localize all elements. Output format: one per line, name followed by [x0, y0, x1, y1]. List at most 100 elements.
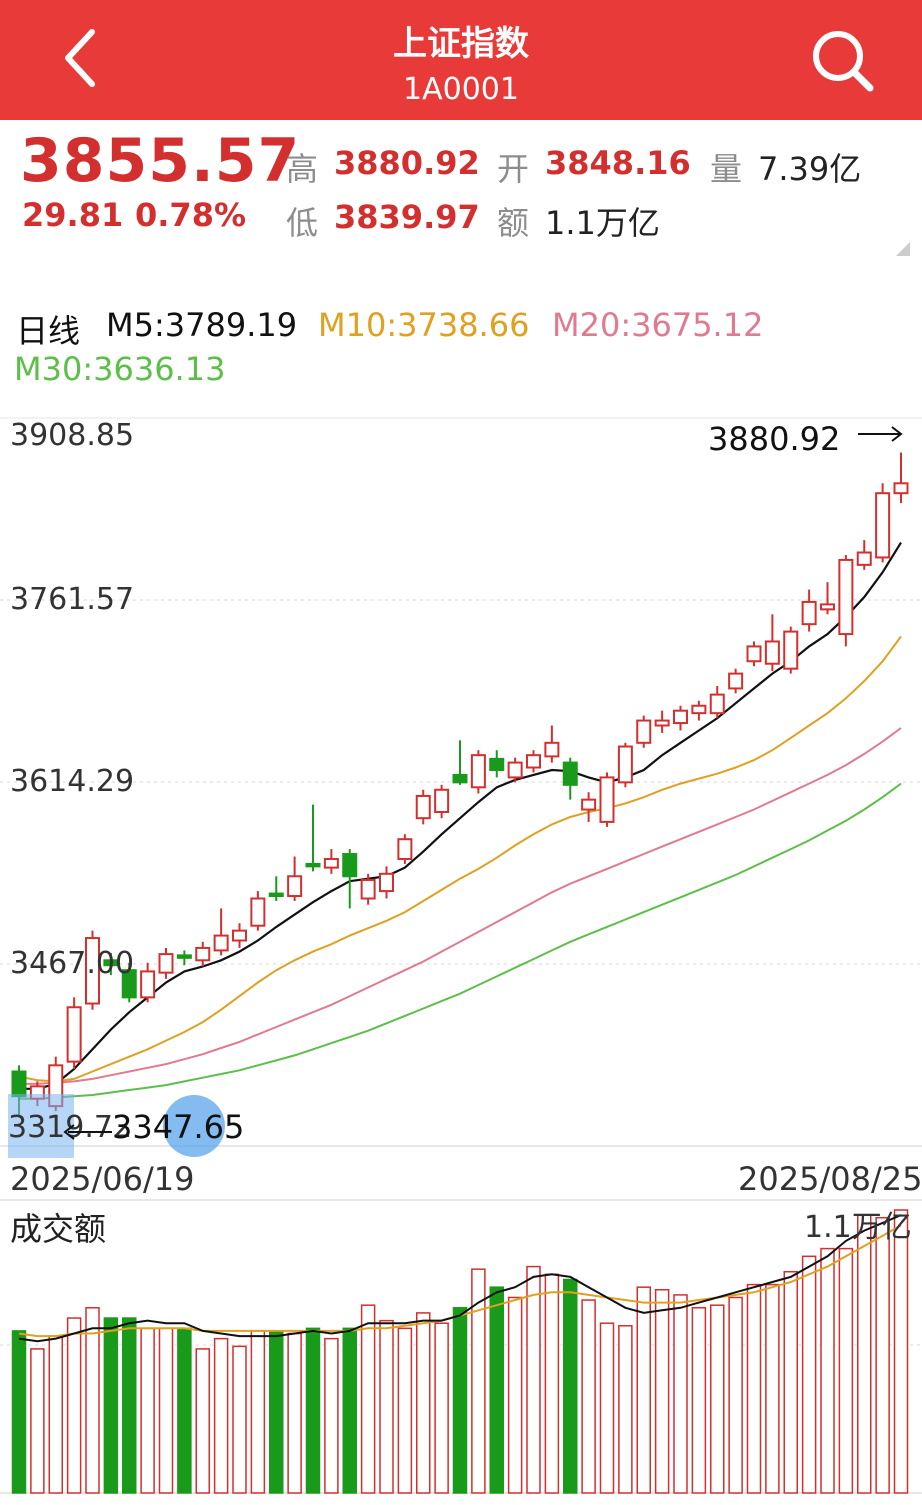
price-change: 29.81	[22, 196, 124, 234]
low-value: 3839.97	[334, 198, 480, 236]
search-icon	[813, 31, 874, 92]
candle-body	[562, 761, 578, 786]
candle-body	[103, 959, 119, 967]
candle-body	[875, 492, 891, 559]
last-price: 3855.57	[20, 126, 301, 196]
volume-bar	[360, 1304, 376, 1494]
ma-line-m10	[18, 635, 902, 1083]
candle-body	[140, 970, 156, 999]
open-value: 3848.16	[545, 144, 691, 182]
volume-bar	[875, 1216, 890, 1494]
candle-body	[85, 937, 100, 1005]
candle-body	[709, 693, 725, 715]
candle-body	[323, 857, 339, 869]
arrow-left-icon	[63, 1124, 112, 1140]
candle-body	[489, 757, 505, 771]
app-header: 上证指数 1A0001	[0, 0, 922, 120]
volume-bar	[838, 1247, 854, 1494]
high-annotation: 3880.92	[708, 420, 841, 458]
high-value: 3880.92	[334, 144, 480, 182]
candle-body	[397, 838, 413, 860]
search-button[interactable]	[800, 18, 884, 102]
amount-label: 额	[497, 204, 530, 242]
low-label: 低	[286, 204, 319, 242]
candle-body	[342, 853, 358, 878]
high-label: 高	[286, 150, 319, 188]
volume-bar	[397, 1327, 413, 1494]
period-label[interactable]: 日线	[16, 312, 81, 350]
arrow-right-icon	[858, 426, 903, 442]
candle-body	[526, 754, 541, 769]
back-button[interactable]	[52, 18, 116, 102]
amount-value: 1.1万亿	[545, 204, 660, 242]
candle-body	[121, 969, 137, 999]
candle-body	[838, 558, 854, 636]
open-label: 开	[497, 150, 530, 188]
ma20-legend: M20:3675.12	[552, 306, 764, 344]
volume-bar	[416, 1312, 431, 1494]
volume-bar	[232, 1345, 247, 1494]
candle-body	[820, 603, 835, 611]
candle-body	[305, 862, 321, 868]
volume-bar	[434, 1322, 449, 1494]
volume-value: 7.39亿	[758, 150, 862, 188]
volume-bar	[379, 1319, 394, 1494]
candle-body	[544, 741, 560, 758]
volume-label: 量	[710, 150, 743, 188]
y-tick-label: 3761.57	[10, 582, 135, 617]
ma10-legend: M10:3738.66	[318, 306, 530, 344]
volume-bar	[783, 1270, 798, 1494]
volume-bar	[599, 1322, 615, 1494]
volume-bar	[452, 1307, 468, 1494]
volume-max-label: 1.1万亿	[804, 1210, 912, 1245]
candle-body	[691, 704, 707, 715]
candle-body	[746, 645, 762, 663]
chevron-left-icon	[65, 29, 95, 87]
volume-bar	[122, 1317, 137, 1494]
candle-body	[250, 897, 266, 927]
candle-body	[673, 709, 688, 725]
candle-body	[195, 946, 211, 962]
volume-bar	[544, 1273, 560, 1494]
candle-body	[617, 745, 633, 784]
volume-ma-line	[18, 1214, 902, 1343]
touch-indicator[interactable]	[163, 1095, 225, 1157]
volume-panel-title: 成交额	[10, 1210, 107, 1248]
overlay-square	[8, 1094, 74, 1158]
page-title: 上证指数	[393, 24, 529, 64]
candle-body	[434, 788, 450, 814]
volume-bar	[177, 1327, 192, 1494]
candle-body	[801, 600, 817, 626]
volume-bar	[250, 1330, 266, 1494]
volume-bar	[140, 1327, 155, 1494]
volume-bar	[710, 1304, 725, 1494]
stock-code: 1A0001	[403, 72, 519, 107]
volume-bar	[66, 1317, 82, 1494]
volume-bar	[728, 1296, 743, 1494]
volume-bar	[618, 1325, 633, 1494]
volume-bar	[269, 1330, 284, 1494]
volume-bar	[801, 1255, 817, 1494]
volume-bar	[48, 1335, 63, 1494]
volume-bar	[820, 1247, 835, 1494]
y-tick-label: 3467.00	[10, 946, 135, 981]
candle-body	[415, 794, 431, 820]
candle-body	[764, 640, 780, 665]
volume-bar	[85, 1307, 100, 1494]
volume-bar	[324, 1337, 339, 1494]
candle-body	[176, 954, 192, 959]
volume-bar	[11, 1330, 27, 1494]
volume-bar	[30, 1348, 45, 1494]
volume-bar	[893, 1209, 909, 1494]
volume-bar	[581, 1299, 596, 1494]
ma-line-m30	[19, 782, 902, 1100]
corner-indicator-icon	[896, 242, 910, 256]
candle-body	[507, 761, 523, 779]
candle-body	[232, 929, 247, 942]
candle-body	[893, 482, 909, 495]
candle-body	[599, 776, 615, 823]
y-tick-label: 3908.85	[10, 418, 135, 453]
volume-bar	[103, 1317, 119, 1494]
volume-bar	[305, 1327, 321, 1494]
